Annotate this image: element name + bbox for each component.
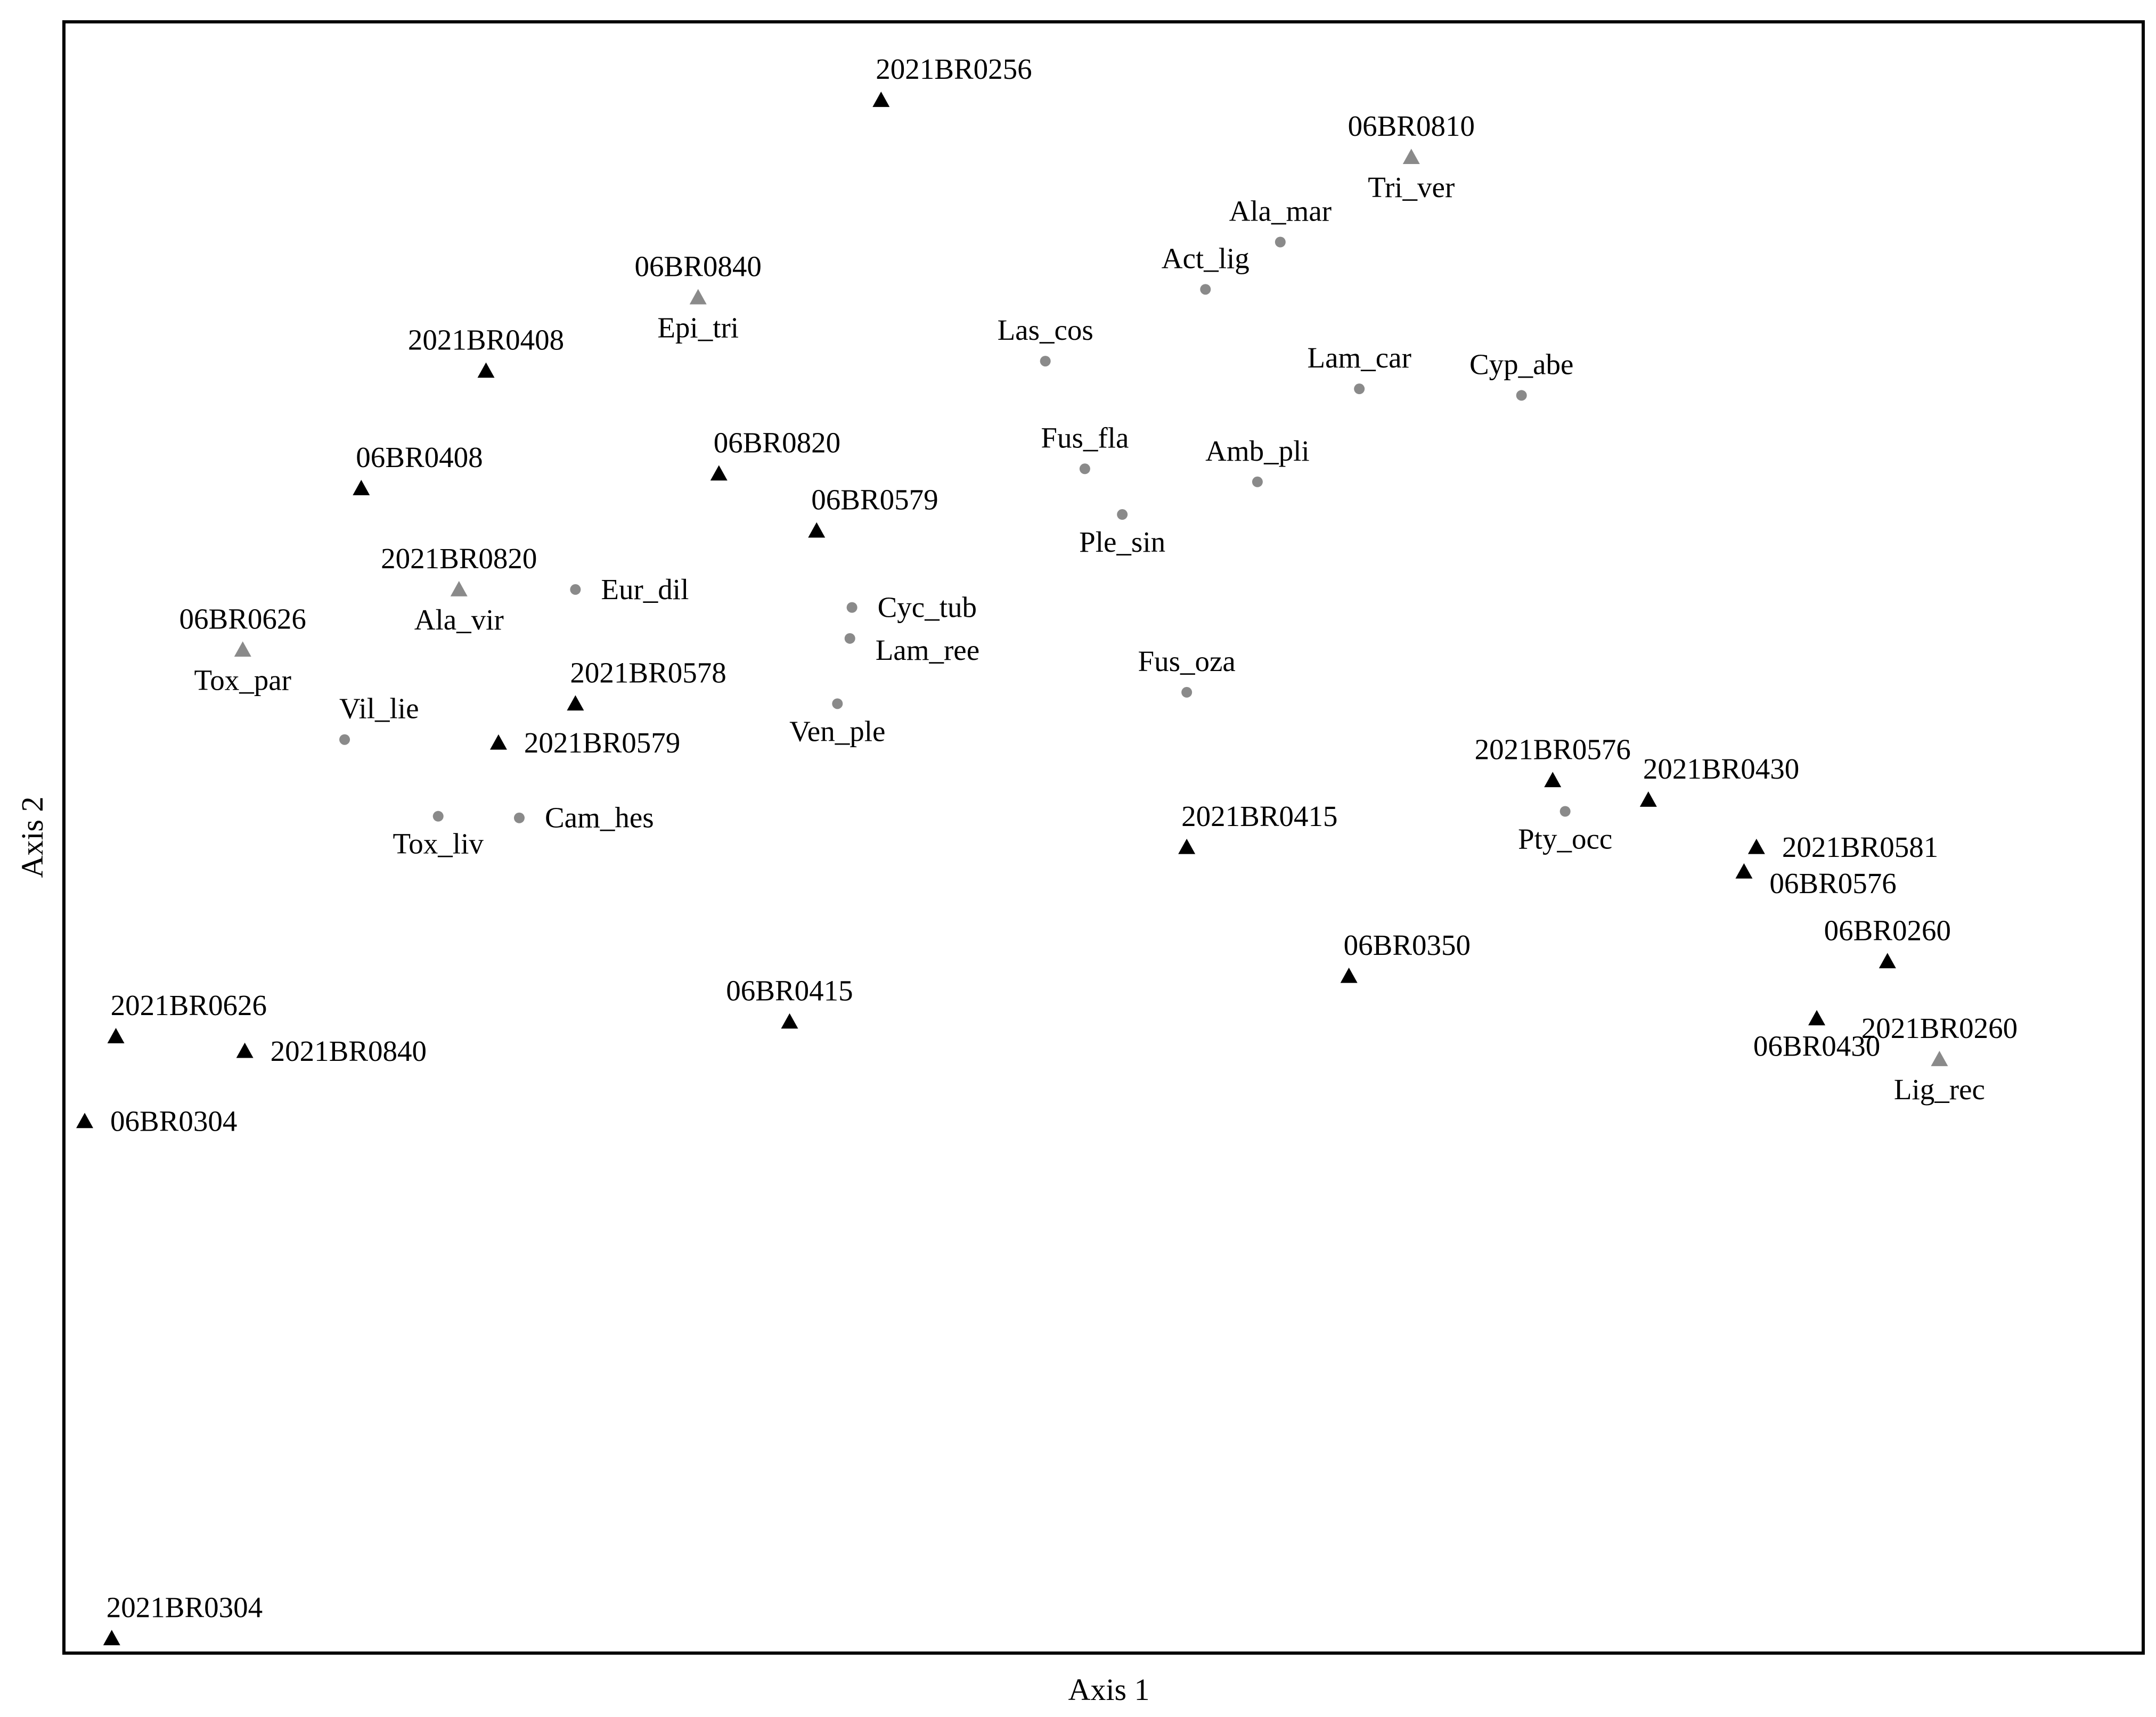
2021br0576-label: 2021BR0576	[1475, 733, 1631, 765]
06br0408-marker	[353, 480, 370, 495]
06br0626-marker	[234, 641, 251, 657]
06br0430-label: 06BR0430	[1753, 1029, 1880, 1062]
lam-car-label: Lam_car	[1307, 341, 1411, 374]
2021br0579-label: 2021BR0579	[524, 726, 680, 759]
tox-liv-marker	[432, 811, 444, 822]
06br0415-label: 06BR0415	[726, 975, 853, 1007]
cyp-abe-label: Cyp_abe	[1469, 348, 1574, 380]
2021br0576-marker	[1544, 772, 1562, 788]
tox-par-label: Tox_par	[194, 664, 291, 696]
2021br0304-label: 2021BR0304	[107, 1591, 263, 1623]
06br0626-label: 06BR0626	[179, 602, 306, 635]
lam-car-marker	[1354, 383, 1365, 395]
act-lig-label: Act_lig	[1162, 242, 1250, 274]
2021br0840-marker	[236, 1042, 254, 1058]
06br0260-marker	[1879, 953, 1896, 969]
2021br0430-marker	[1639, 791, 1657, 807]
ala-vir-label: Ala_vir	[414, 603, 504, 636]
lam-ree-label: Lam_ree	[876, 634, 979, 666]
06br0260-label: 06BR0260	[1824, 914, 1951, 946]
fus-fla-marker	[1079, 463, 1090, 475]
ala-mar-marker	[1275, 236, 1286, 248]
06br0304-marker	[76, 1113, 94, 1129]
fus-fla-label: Fus_fla	[1041, 421, 1129, 454]
06br0304-label: 06BR0304	[110, 1105, 237, 1137]
2021br0579-marker	[489, 734, 507, 750]
lig-rec-label: Lig_rec	[1894, 1073, 1985, 1106]
tri-ver-label: Tri_ver	[1368, 171, 1455, 203]
eur-dil-marker	[570, 584, 581, 595]
fus-oza-marker	[1181, 686, 1193, 698]
2021br0260-marker	[1931, 1051, 1948, 1066]
06br0840-marker	[689, 289, 707, 305]
y-axis-title: Axis 2	[15, 796, 50, 878]
2021br0415-label: 2021BR0415	[1181, 800, 1337, 832]
plot-marks: 2021BR0256 2021BR0408 06BR0408 06BR0820 06BR…	[76, 53, 2018, 1646]
eur-dil-label: Eur_dil	[601, 573, 689, 606]
2021br0304-marker	[103, 1630, 120, 1646]
06br0820-marker	[710, 465, 728, 481]
06br0840-label: 06BR0840	[635, 250, 762, 283]
2021br0578-label: 2021BR0578	[570, 656, 726, 689]
2021br0581-marker	[1747, 838, 1765, 854]
2021br0626-marker	[107, 1028, 125, 1043]
06br0350-label: 06BR0350	[1344, 929, 1471, 961]
2021br0260-label: 2021BR0260	[1861, 1012, 2018, 1044]
2021br0578-marker	[567, 695, 584, 711]
2021br0408-marker	[477, 362, 495, 378]
06br0350-marker	[1340, 967, 1358, 983]
cam-hes-marker	[513, 812, 525, 823]
06br0810-marker	[1402, 149, 1420, 165]
2021br0820-marker	[450, 580, 468, 596]
pty-occ-label: Pty_occ	[1518, 822, 1612, 855]
fus-oza-label: Fus_oza	[1138, 645, 1235, 677]
06br0430-marker	[1808, 1010, 1826, 1026]
2021br0820-label: 2021BR0820	[381, 542, 537, 575]
amb-pli-label: Amb_pli	[1205, 435, 1310, 467]
vil-lie-marker	[339, 734, 350, 745]
06br0579-marker	[808, 522, 826, 538]
act-lig-marker	[1200, 284, 1211, 295]
06br0810-label: 06BR0810	[1348, 110, 1475, 142]
cyc-tub-marker	[846, 602, 858, 613]
cyc-tub-label: Cyc_tub	[878, 591, 977, 624]
ple-sin-label: Ple_sin	[1079, 526, 1165, 558]
x-axis-title: Axis 1	[1068, 1672, 1149, 1707]
las-cos-label: Las_cos	[998, 314, 1093, 346]
2021br0415-marker	[1178, 838, 1196, 854]
2021br0408-label: 2021BR0408	[408, 323, 564, 356]
plot-frame	[62, 20, 2145, 1655]
ple-sin-marker	[1117, 509, 1128, 520]
cyp-abe-marker	[1516, 390, 1527, 401]
pty-occ-marker	[1559, 806, 1571, 817]
06br0408-label: 06BR0408	[356, 441, 483, 473]
vil-lie-label: Vil_lie	[339, 692, 419, 725]
cam-hes-label: Cam_hes	[545, 802, 654, 834]
ven-ple-marker	[832, 698, 843, 709]
2021br0430-label: 2021BR0430	[1643, 753, 1799, 785]
epi-tri-label: Epi_tri	[657, 312, 739, 344]
2021br0626-label: 2021BR0626	[111, 989, 267, 1021]
06br0576-label: 06BR0576	[1769, 867, 1896, 900]
2021br0840-label: 2021BR0840	[271, 1035, 427, 1067]
2021br0256-label: 2021BR0256	[876, 53, 1032, 85]
06br0820-label: 06BR0820	[714, 426, 840, 459]
lam-ree-marker	[844, 633, 855, 644]
las-cos-marker	[1040, 356, 1051, 367]
06br0579-label: 06BR0579	[811, 484, 938, 516]
06br0576-marker	[1735, 863, 1753, 879]
amb-pli-marker	[1252, 476, 1263, 487]
06br0415-marker	[781, 1013, 798, 1029]
tox-liv-label: Tox_liv	[393, 828, 484, 860]
ala-mar-label: Ala_mar	[1229, 195, 1332, 227]
2021br0581-label: 2021BR0581	[1782, 831, 1938, 863]
2021br0256-marker	[872, 92, 890, 107]
ven-ple-label: Ven_ple	[789, 715, 885, 747]
